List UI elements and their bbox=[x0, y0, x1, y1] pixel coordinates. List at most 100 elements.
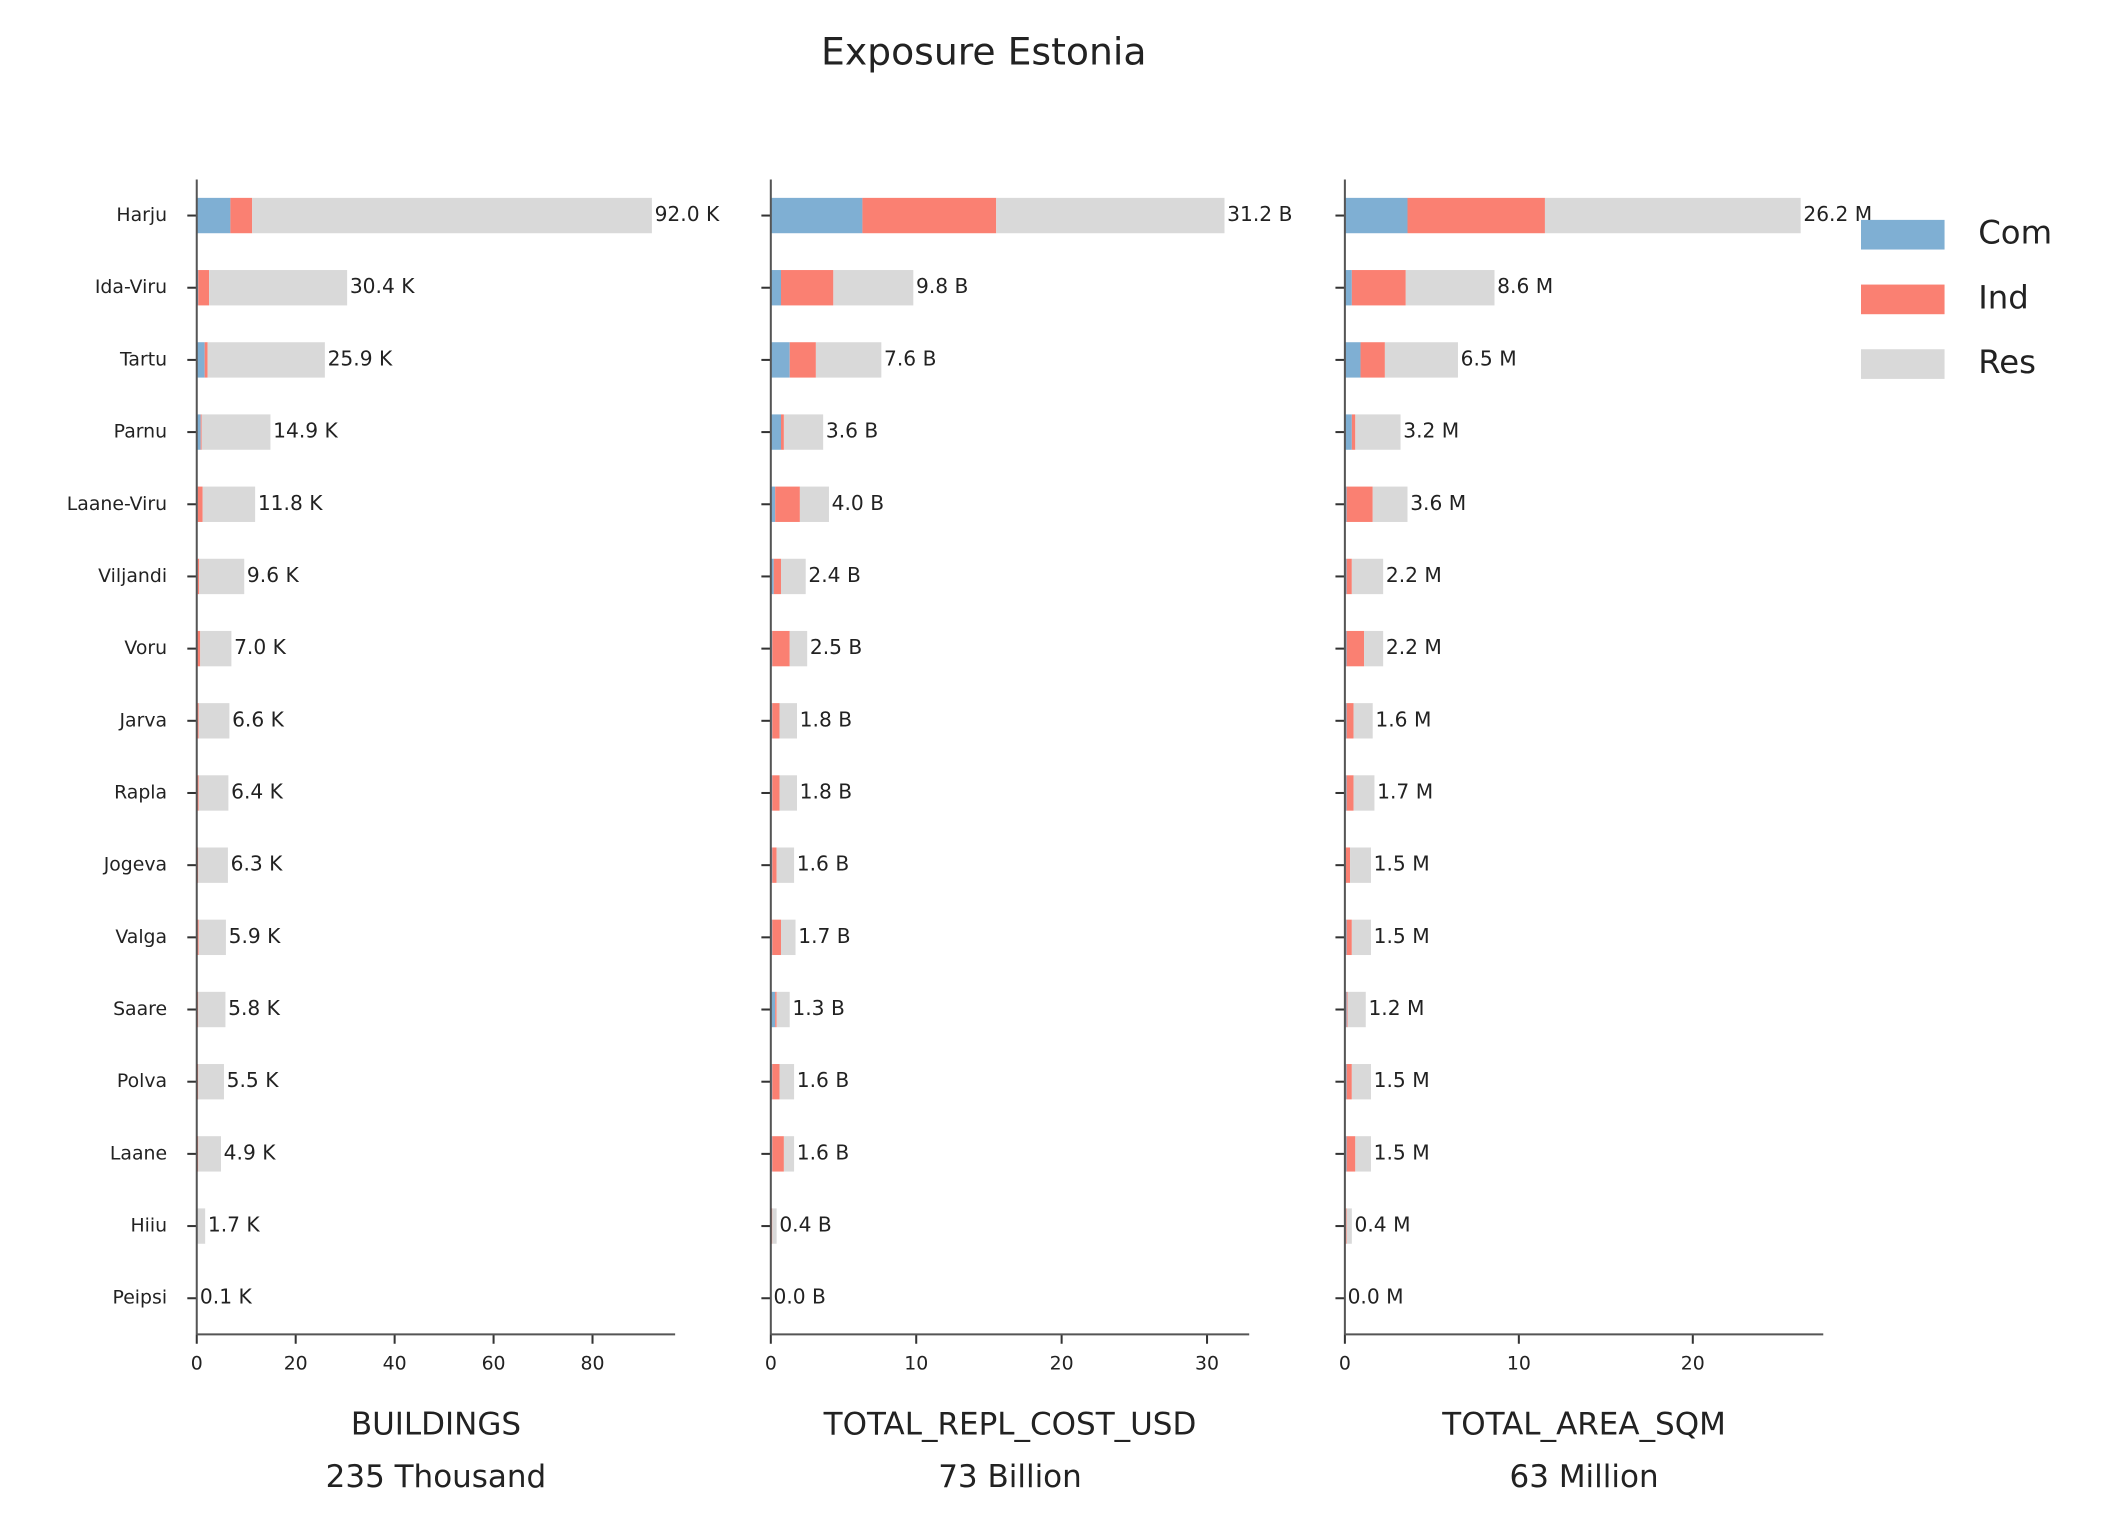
value-label: 0.1 K bbox=[200, 1285, 253, 1309]
bar-segment bbox=[783, 414, 824, 450]
bar-segment bbox=[789, 630, 808, 667]
bar-segment bbox=[770, 342, 790, 378]
bar-segment bbox=[783, 1136, 795, 1172]
value-label: 6.3 K bbox=[231, 852, 284, 876]
y-tick-label: Peipsi bbox=[113, 1287, 168, 1309]
bar-segment bbox=[770, 991, 776, 1028]
bar-segment bbox=[771, 1208, 773, 1244]
value-label: 1.6 B bbox=[797, 852, 849, 876]
value-label: 92.0 K bbox=[655, 202, 720, 226]
bar-segment bbox=[799, 486, 829, 522]
value-label: 14.9 K bbox=[273, 419, 338, 443]
bar-segment bbox=[1345, 1208, 1347, 1244]
value-label: 11.8 K bbox=[258, 491, 323, 515]
bar-segment bbox=[230, 197, 253, 234]
value-label: 1.5 M bbox=[1374, 924, 1430, 948]
bar-segment bbox=[1355, 1136, 1371, 1172]
bar-segment bbox=[198, 847, 228, 883]
x-tick-label: 0 bbox=[1339, 1352, 1351, 1374]
value-label: 3.6 M bbox=[1410, 491, 1466, 515]
bar-segment bbox=[1346, 919, 1352, 956]
bar-segment bbox=[1544, 197, 1801, 234]
value-label: 4.9 K bbox=[224, 1140, 277, 1164]
bar-segment bbox=[770, 486, 776, 522]
bar-segment bbox=[198, 991, 226, 1028]
y-tick-label: Polva bbox=[117, 1070, 167, 1092]
bar-segment bbox=[772, 775, 780, 811]
value-label: 9.6 K bbox=[247, 563, 300, 587]
legend-label: Ind bbox=[1978, 278, 2029, 316]
legend-swatch bbox=[1861, 349, 1945, 379]
bar-segment bbox=[1351, 270, 1406, 306]
bar-segment bbox=[776, 991, 790, 1028]
bar-segment bbox=[202, 486, 256, 522]
bar-segment bbox=[1384, 342, 1458, 378]
bar-segment bbox=[772, 1064, 780, 1100]
bar-segment bbox=[1346, 558, 1352, 595]
x-tick-label: 10 bbox=[904, 1352, 928, 1374]
bar-segment bbox=[1346, 775, 1354, 811]
bar-segment bbox=[772, 847, 777, 883]
bar-segment bbox=[1344, 342, 1361, 378]
value-label: 1.3 B bbox=[792, 996, 844, 1020]
value-label: 26.2 M bbox=[1803, 202, 1872, 226]
y-tick-label: Laane bbox=[110, 1142, 167, 1164]
bar-segment bbox=[197, 558, 200, 595]
bar-segment bbox=[772, 703, 780, 739]
bar-segment bbox=[1407, 197, 1545, 234]
x-tick-label: 20 bbox=[1050, 1352, 1074, 1374]
bar-segment bbox=[200, 630, 232, 667]
bar-segment bbox=[772, 630, 790, 667]
y-tick-label: Valga bbox=[115, 926, 167, 948]
y-tick-label: Harju bbox=[116, 204, 167, 226]
bar-segment bbox=[775, 991, 777, 1028]
bar-segment bbox=[198, 1136, 221, 1172]
bar-segment bbox=[780, 414, 784, 450]
value-label: 1.6 B bbox=[797, 1068, 849, 1092]
bar-segment bbox=[197, 630, 201, 667]
bar-segment bbox=[197, 703, 199, 739]
x-axis-label: 63 Million bbox=[1510, 1459, 1659, 1495]
value-label: 6.5 M bbox=[1461, 346, 1517, 370]
bar-segment bbox=[201, 414, 271, 450]
bar-segment bbox=[779, 703, 797, 739]
x-tick-label: 20 bbox=[284, 1352, 308, 1374]
value-label: 31.2 B bbox=[1227, 202, 1292, 226]
bar-segment bbox=[197, 1208, 206, 1244]
bar-segment bbox=[775, 486, 800, 522]
x-tick-label: 10 bbox=[1507, 1352, 1531, 1374]
bar-segment bbox=[772, 919, 781, 956]
bar-segment bbox=[198, 775, 229, 811]
value-label: 1.5 M bbox=[1374, 1068, 1430, 1092]
bar-segment bbox=[1355, 414, 1401, 450]
bar-segment bbox=[1353, 775, 1375, 811]
y-tick-label: Jarva bbox=[119, 709, 168, 731]
bar-segment bbox=[1351, 558, 1384, 595]
value-label: 3.2 M bbox=[1403, 419, 1459, 443]
y-tick-label: Voru bbox=[124, 637, 167, 659]
bar-segment bbox=[198, 1064, 224, 1100]
y-tick-label: Parnu bbox=[114, 421, 167, 443]
bar-segment bbox=[196, 197, 231, 234]
bar-segment bbox=[1346, 630, 1365, 667]
value-label: 2.4 B bbox=[808, 563, 860, 587]
bar-segment bbox=[1351, 414, 1356, 450]
value-label: 6.6 K bbox=[232, 707, 285, 731]
bar-segment bbox=[772, 1136, 784, 1172]
value-label: 1.7 B bbox=[798, 924, 850, 948]
bar-segment bbox=[770, 558, 774, 595]
x-tick-label: 80 bbox=[581, 1352, 605, 1374]
value-label: 1.7 M bbox=[1377, 779, 1433, 803]
bar-segment bbox=[1364, 630, 1384, 667]
value-label: 6.4 K bbox=[231, 779, 284, 803]
bar-segment bbox=[1372, 486, 1408, 522]
x-tick-label: 40 bbox=[383, 1352, 407, 1374]
x-tick-label: 20 bbox=[1681, 1352, 1705, 1374]
bar-segment bbox=[197, 919, 199, 956]
y-tick-label: Hiiu bbox=[130, 1215, 167, 1237]
bar-segment bbox=[780, 270, 834, 306]
value-label: 1.7 K bbox=[208, 1213, 261, 1237]
bar-segment bbox=[772, 1208, 777, 1244]
bar-segment bbox=[789, 342, 816, 378]
